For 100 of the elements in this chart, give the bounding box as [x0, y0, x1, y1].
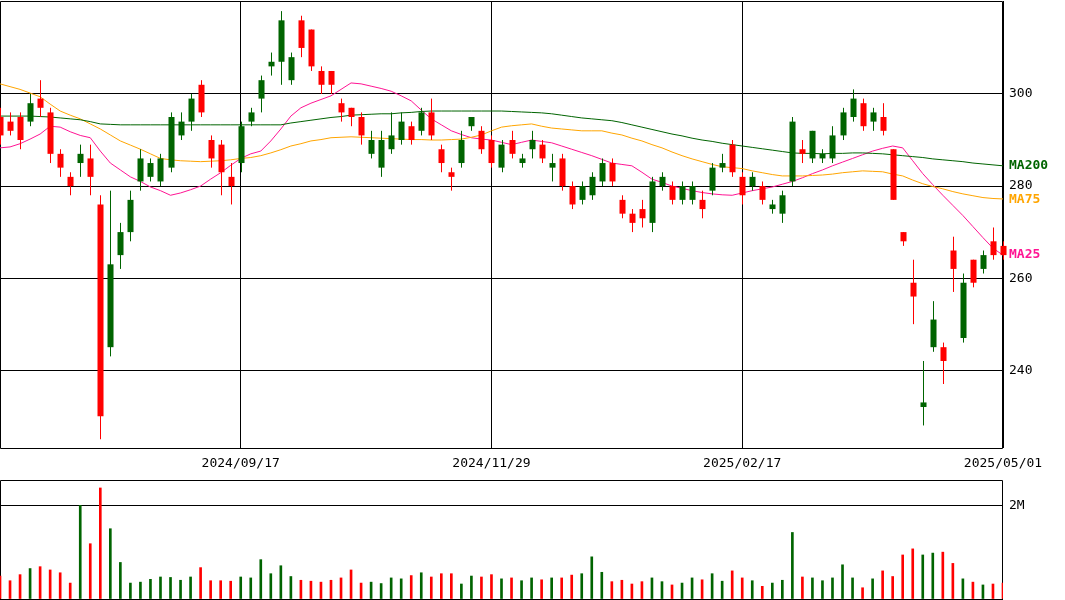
- bar: [730, 570, 734, 599]
- bar: [129, 582, 132, 599]
- candlestick: [739, 171, 746, 205]
- candlestick: [7, 111, 14, 136]
- bar: [911, 548, 915, 599]
- bar: [199, 567, 202, 599]
- bar: [580, 573, 584, 599]
- bar: [98, 487, 102, 599]
- bar: [791, 532, 794, 599]
- candlestick: [709, 162, 716, 196]
- candlestick: [318, 65, 325, 95]
- bar: [861, 587, 864, 599]
- bar: [179, 579, 182, 599]
- candlestick: [970, 259, 977, 288]
- candlestick: [759, 180, 766, 205]
- bar: [249, 577, 253, 599]
- candlestick: [509, 130, 516, 159]
- candlestick: [920, 360, 927, 426]
- candlestick: [57, 148, 64, 178]
- bar: [399, 578, 403, 599]
- bar: [119, 562, 122, 599]
- bar: [209, 580, 212, 599]
- candlestick: [910, 259, 917, 325]
- bar: [460, 583, 463, 599]
- candlestick: [258, 75, 265, 113]
- bar: [871, 578, 874, 599]
- candlestick: [458, 130, 465, 169]
- bar: [58, 572, 62, 599]
- candlestick: [438, 144, 445, 173]
- candlestick: [368, 130, 375, 159]
- bar: [510, 577, 513, 599]
- bar: [931, 552, 935, 599]
- bar: [530, 577, 533, 599]
- candlestick: [498, 139, 505, 173]
- x-tick-label: 2025/05/01: [963, 455, 1043, 471]
- bar: [600, 571, 604, 599]
- candlestick: [77, 144, 84, 178]
- candlestick: [669, 180, 676, 205]
- bar: [770, 582, 774, 599]
- bar: [429, 576, 433, 599]
- candlestick: [208, 134, 215, 169]
- candlestick: [549, 153, 556, 182]
- bar: [389, 577, 393, 599]
- bar: [851, 577, 854, 599]
- candlestick: [940, 342, 947, 385]
- candlestick: [950, 236, 957, 293]
- bar: [560, 577, 564, 599]
- y-tick-label: 240: [1009, 361, 1033, 377]
- candlestick: [880, 102, 887, 136]
- x-tick-label: 2025/02/17: [703, 455, 782, 471]
- bar: [490, 574, 493, 599]
- candlestick: [609, 157, 616, 187]
- bar: [109, 528, 112, 599]
- candlestick: [719, 153, 726, 173]
- candlestick: [157, 153, 164, 187]
- candlestick: [358, 111, 365, 146]
- candlestick: [639, 199, 646, 228]
- candlestick: [599, 157, 606, 187]
- bar: [901, 554, 905, 599]
- candlestick: [579, 180, 586, 205]
- bar: [78, 504, 82, 599]
- candlestick: [539, 139, 546, 164]
- candlestick: [529, 130, 536, 159]
- candlestick: [428, 98, 435, 141]
- candlestick: [147, 157, 154, 182]
- bar: [821, 580, 824, 599]
- bar: [68, 582, 72, 599]
- candlestick: [569, 180, 576, 210]
- candlestick: [860, 98, 867, 132]
- bar: [750, 580, 754, 599]
- candlestick: [488, 134, 495, 169]
- candlestick: [228, 162, 235, 205]
- candlestick: [629, 208, 636, 233]
- candlestick: [749, 171, 756, 192]
- candlestick: [829, 125, 836, 164]
- bar: [740, 577, 744, 599]
- y-tick-label: 2M: [1009, 496, 1025, 512]
- bar: [169, 577, 172, 599]
- candlestick: [17, 111, 24, 150]
- bar: [409, 575, 413, 599]
- bar: [239, 576, 243, 599]
- bar: [219, 580, 222, 599]
- bar: [520, 580, 523, 599]
- bar: [149, 578, 152, 599]
- x-tick-label: 2024/09/17: [201, 455, 280, 471]
- candlestick: [840, 107, 847, 141]
- candlestick: [338, 98, 345, 123]
- candlestick: [990, 226, 997, 261]
- series-label: MA200: [1009, 157, 1049, 173]
- bar: [269, 573, 273, 599]
- candlestick: [1000, 240, 1007, 261]
- bar: [801, 576, 804, 599]
- bar: [831, 577, 834, 599]
- bar: [590, 556, 594, 599]
- bar: [159, 576, 162, 599]
- bar: [259, 559, 263, 599]
- candlestick: [689, 180, 696, 205]
- bar: [881, 570, 884, 599]
- bar: [941, 551, 945, 599]
- candlestick: [478, 125, 485, 155]
